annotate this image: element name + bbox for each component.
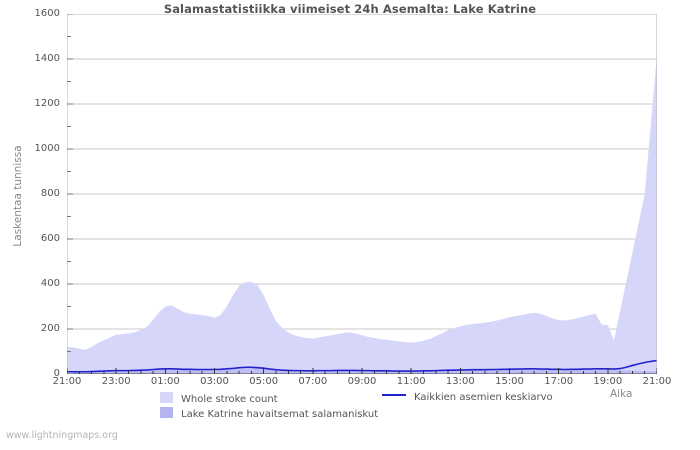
y-tick-label: 1600 xyxy=(34,8,60,19)
x-tick-label: 13:00 xyxy=(445,376,475,387)
y-tick-label: 1400 xyxy=(34,53,60,64)
x-tick-label: 09:00 xyxy=(347,376,377,387)
legend-swatch-lake-katrine xyxy=(160,407,173,418)
x-tick-label: 19:00 xyxy=(593,376,623,387)
x-axis-label: Aika xyxy=(610,388,633,400)
x-tick-label: 11:00 xyxy=(396,376,426,387)
x-tick-label: 21:00 xyxy=(52,376,82,387)
legend-item-lake-katrine: Lake Katrine havaitsemat salamaniskut xyxy=(160,407,378,420)
x-tick-label: 03:00 xyxy=(200,376,229,387)
x-tick-label: 05:00 xyxy=(249,376,279,387)
source-watermark: www.lightningmaps.org xyxy=(6,430,118,441)
legend-label-whole-stroke-count: Whole stroke count xyxy=(181,394,278,405)
y-tick-label: 1000 xyxy=(34,143,60,154)
x-tick-label: 15:00 xyxy=(495,376,524,387)
y-tick-label: 400 xyxy=(40,278,60,289)
x-tick-label: 01:00 xyxy=(150,376,180,387)
x-tick-label: 23:00 xyxy=(101,376,131,387)
x-tick-label: 17:00 xyxy=(544,376,574,387)
legend-label-lake-katrine: Lake Katrine havaitsemat salamaniskut xyxy=(181,409,379,420)
series-whole-stroke-count xyxy=(67,54,657,374)
y-tick-label: 0 xyxy=(53,368,60,379)
x-tick-label: 07:00 xyxy=(298,376,328,387)
legend-label-average: Kaikkien asemien keskiarvo xyxy=(414,392,553,403)
plot-area xyxy=(67,14,657,374)
chart-title: Salamastatistiikka viimeiset 24h Asemalt… xyxy=(163,2,537,16)
y-tick-label: 1200 xyxy=(34,98,60,109)
chart-legend: Whole stroke count Lake Katrine havaitse… xyxy=(0,390,700,424)
legend-item-whole-stroke-count: Whole stroke count xyxy=(160,392,278,405)
y-tick-label: 800 xyxy=(40,188,60,199)
y-tick-label: 600 xyxy=(40,233,60,244)
legend-item-average: Kaikkien asemien keskiarvo xyxy=(382,392,553,403)
legend-swatch-whole-stroke-count xyxy=(160,392,173,403)
x-tick-label: 21:00 xyxy=(642,376,672,387)
plot-svg xyxy=(67,14,657,374)
y-tick-label: 200 xyxy=(40,323,60,334)
legend-line-average xyxy=(382,394,406,396)
